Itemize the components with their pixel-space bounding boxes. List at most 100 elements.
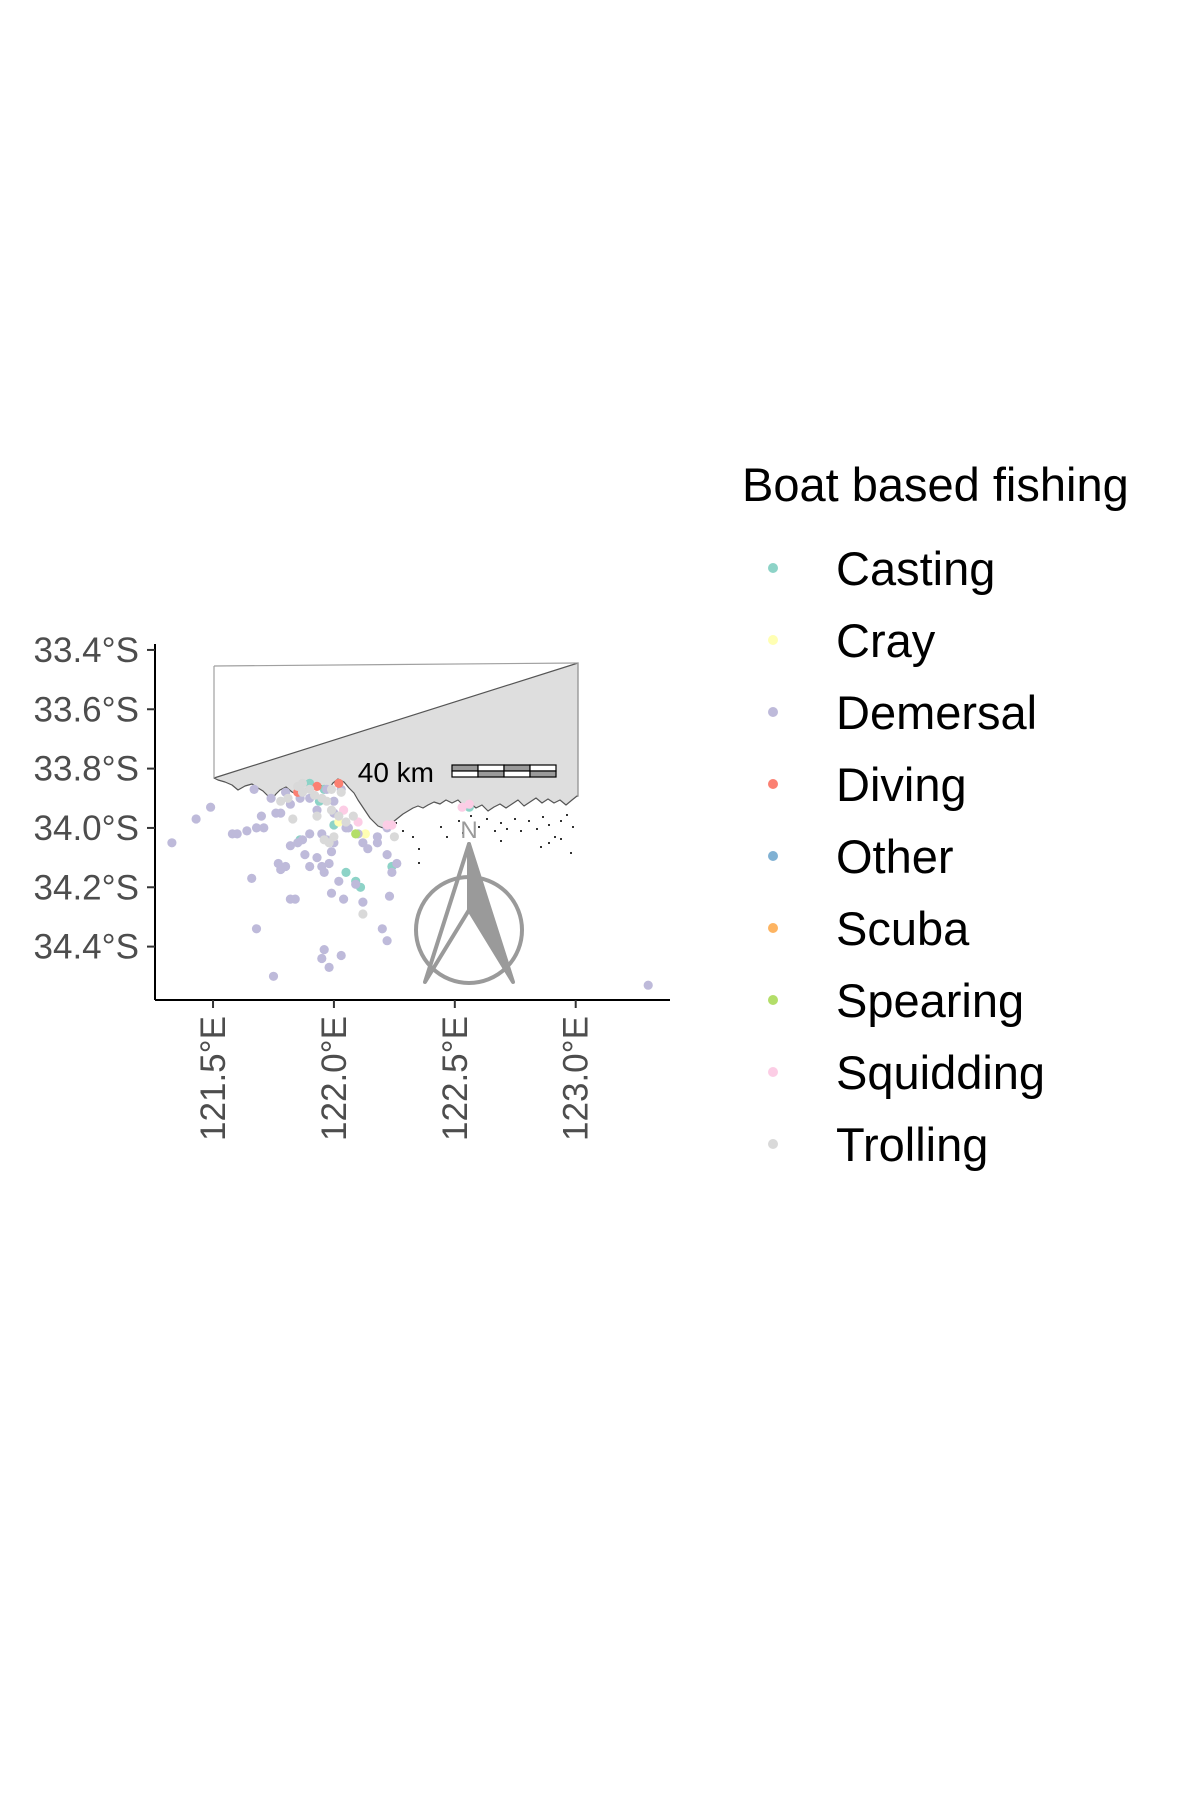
scale-bar-label: 40 km: [358, 757, 434, 788]
x-tick-label: 122.0°E: [315, 1016, 354, 1141]
point-casting: [341, 867, 351, 878]
legend-item-trolling: Trolling: [742, 1108, 1182, 1180]
point-demersal: [643, 980, 653, 990]
island-speck: [402, 830, 404, 832]
point-demersal: [312, 853, 322, 863]
legend-label: Spearing: [836, 973, 1025, 1027]
legend-item-diving: Diving: [742, 748, 1182, 820]
scale-bar-segment: [529, 770, 557, 778]
point-demersal: [276, 808, 286, 818]
point-trolling: [358, 909, 368, 919]
point-demersal: [329, 796, 339, 806]
legend-key: [742, 681, 804, 743]
island-speck: [500, 840, 502, 842]
island-speck: [560, 820, 562, 822]
point-demersal: [251, 924, 262, 934]
island-speck: [570, 852, 572, 854]
legend-dot: [768, 851, 778, 861]
island-speck: [478, 826, 480, 828]
scale-bar-segment: [503, 764, 531, 772]
island-speck: [446, 836, 448, 838]
island-speck: [418, 848, 420, 850]
island-speck: [494, 830, 496, 832]
scale-bar-segment: [477, 764, 505, 772]
point-demersal: [268, 971, 279, 981]
island-speck: [528, 820, 530, 822]
point-trolling: [276, 796, 286, 806]
legend-label: Demersal: [836, 685, 1038, 739]
point-demersal: [305, 861, 315, 872]
point-demersal: [300, 850, 310, 860]
island-speck: [506, 828, 508, 830]
point-demersal: [351, 879, 361, 889]
legend-dot: [768, 1139, 778, 1149]
point-demersal: [232, 829, 242, 839]
point-demersal: [256, 811, 266, 821]
point-trolling: [326, 784, 337, 795]
point-demersal: [206, 802, 216, 812]
point-cray: [360, 829, 370, 839]
legend-key: [742, 897, 804, 959]
land-mass: [213, 662, 579, 829]
point-demersal: [392, 858, 402, 869]
legend-item-casting: Casting: [742, 532, 1182, 604]
legend-item-demersal: Demersal: [742, 676, 1182, 748]
island-speck: [554, 836, 556, 838]
y-tick-label: 34.4°S: [34, 928, 139, 967]
legend-dot: [768, 635, 778, 645]
legend-item-other: Other: [742, 820, 1182, 892]
point-demersal: [285, 841, 295, 851]
point-trolling: [329, 832, 339, 842]
point-trolling: [312, 811, 322, 821]
scale-bar-segment: [451, 770, 479, 778]
y-tick-label: 33.4°S: [34, 631, 139, 670]
point-demersal: [266, 793, 276, 803]
point-trolling: [297, 778, 308, 789]
island-speck: [418, 862, 420, 864]
legend-item-squidding: Squidding: [742, 1036, 1182, 1108]
point-demersal: [339, 894, 349, 904]
legend-key: [742, 1113, 804, 1175]
point-demersal: [167, 838, 177, 848]
y-tick-label: 34.2°S: [34, 868, 139, 907]
island-speck: [458, 820, 460, 822]
point-demersal: [382, 936, 392, 946]
point-demersal: [305, 829, 315, 839]
legend-key: [742, 753, 804, 815]
point-demersal: [382, 850, 392, 860]
legend-dot: [768, 1067, 778, 1077]
island-speck: [470, 815, 472, 817]
legend-dot: [768, 995, 778, 1005]
legend-dot: [768, 707, 778, 717]
legend-label: Cray: [836, 613, 936, 667]
north-arrow-left: [423, 842, 471, 984]
legend-label: Squidding: [836, 1045, 1046, 1099]
island-speck: [566, 814, 568, 816]
point-trolling: [322, 796, 332, 806]
island-speck: [462, 832, 464, 834]
point-demersal: [384, 891, 395, 901]
point-demersal: [281, 861, 291, 872]
legend-title: Boat based fishing: [742, 458, 1129, 511]
point-demersal: [377, 924, 387, 934]
legend-label: Diving: [836, 757, 967, 811]
point-squidding: [464, 799, 474, 809]
land-top-edge: [213, 662, 579, 667]
point-demersal: [290, 894, 300, 904]
scale-bar-segment: [451, 764, 479, 772]
island-speck: [514, 818, 516, 820]
point-demersal: [387, 867, 397, 878]
point-squidding: [457, 802, 467, 812]
scale-bar-segment: [503, 770, 531, 778]
island-speck: [536, 828, 538, 830]
point-trolling: [288, 814, 298, 824]
point-demersal: [297, 835, 308, 845]
legend-key: [742, 537, 804, 599]
point-demersal: [249, 784, 259, 795]
island-speck: [548, 824, 550, 826]
x-tick-label: 123.0°E: [557, 1016, 596, 1141]
island-speck: [412, 836, 414, 838]
legend-item-cray: Cray: [742, 604, 1182, 676]
y-tick-label: 33.8°S: [34, 750, 139, 789]
legend-key: [742, 825, 804, 887]
